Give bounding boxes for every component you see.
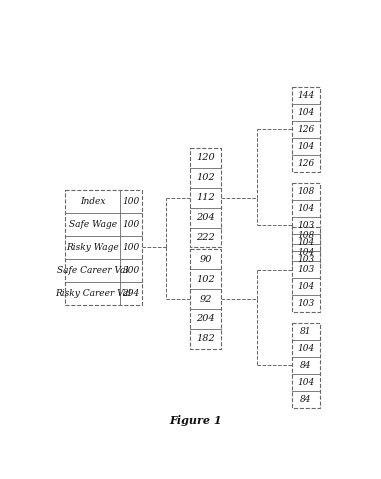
Text: 84: 84 <box>300 395 312 404</box>
Text: 294: 294 <box>122 289 140 297</box>
Text: 104: 104 <box>297 378 315 387</box>
Text: 300: 300 <box>122 266 140 275</box>
Text: Index: Index <box>80 197 106 206</box>
Text: 103: 103 <box>297 299 315 308</box>
Text: Safe Career Val: Safe Career Val <box>57 266 128 275</box>
FancyBboxPatch shape <box>66 190 142 305</box>
Text: 103: 103 <box>297 221 315 230</box>
FancyBboxPatch shape <box>292 183 320 268</box>
Text: 104: 104 <box>297 238 315 247</box>
Text: 104: 104 <box>297 344 315 353</box>
Text: 90: 90 <box>199 255 212 264</box>
Text: 120: 120 <box>196 153 215 162</box>
Text: 84: 84 <box>300 361 312 370</box>
Text: 108: 108 <box>297 231 315 240</box>
Text: 104: 104 <box>297 108 315 117</box>
Text: 144: 144 <box>297 91 315 100</box>
Text: Risky Career Val: Risky Career Val <box>54 289 131 297</box>
Text: 103: 103 <box>297 255 315 264</box>
Text: 92: 92 <box>199 295 212 304</box>
Text: 204: 204 <box>196 213 215 222</box>
Text: 204: 204 <box>196 315 215 323</box>
Text: 126: 126 <box>297 159 315 168</box>
Text: 112: 112 <box>196 193 215 202</box>
Text: 104: 104 <box>297 142 315 151</box>
Text: 100: 100 <box>122 197 140 206</box>
Text: 102: 102 <box>196 274 215 284</box>
Text: 102: 102 <box>196 173 215 182</box>
Text: 81: 81 <box>300 327 312 336</box>
Text: Figure 1: Figure 1 <box>169 415 222 426</box>
Text: 100: 100 <box>122 220 140 229</box>
FancyBboxPatch shape <box>190 249 221 349</box>
FancyBboxPatch shape <box>292 323 320 408</box>
Text: 126: 126 <box>297 125 315 134</box>
Text: 104: 104 <box>297 248 315 257</box>
Text: Risky Wage: Risky Wage <box>66 243 119 252</box>
Text: 104: 104 <box>297 204 315 213</box>
Text: 104: 104 <box>297 282 315 291</box>
Text: 108: 108 <box>297 187 315 196</box>
Text: Safe Wage: Safe Wage <box>69 220 117 229</box>
FancyBboxPatch shape <box>292 227 320 312</box>
Text: 182: 182 <box>196 334 215 343</box>
Text: 100: 100 <box>122 243 140 252</box>
Text: 103: 103 <box>297 265 315 274</box>
Text: 222: 222 <box>196 233 215 242</box>
FancyBboxPatch shape <box>292 87 320 172</box>
FancyBboxPatch shape <box>190 148 221 248</box>
